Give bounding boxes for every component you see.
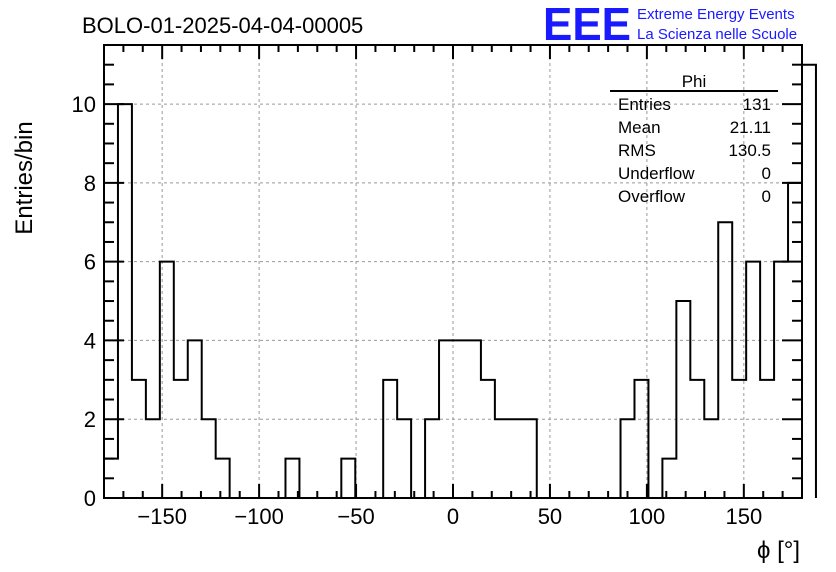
stats-label: Underflow [618,164,695,183]
tick-labels: −150 −100 −50 0 50 100 150 0 2 4 6 8 10 [72,92,763,529]
stats-value: 0 [762,164,771,183]
x-tick-label: −50 [337,504,374,529]
histogram-bin [383,380,397,498]
histogram-bin [760,380,774,498]
y-tick-label: 2 [84,407,96,432]
stats-rows: Entries 131 Mean 21.11 RMS 130.5 Underflow 0 Ove… [618,95,771,206]
stats-label: Overflow [618,187,686,206]
stats-value: 131 [743,95,771,114]
y-tick-label: 6 [84,250,96,275]
stats-label: Entries [618,95,671,114]
grid-lines [104,45,802,498]
histogram-bin [495,419,509,498]
y-tick-label: 10 [72,92,96,117]
histogram-bin [662,459,676,498]
x-tick-label: 100 [629,504,666,529]
histogram-bin [634,380,648,498]
stats-value: 0 [762,187,771,206]
eee-logo: EEE [543,0,631,50]
x-tick-label: 50 [538,504,562,529]
histogram-bin [718,222,732,498]
histogram-bin [746,262,760,498]
histogram-bin [690,380,704,498]
stats-label: RMS [618,141,656,160]
y-axis-label: Entries/bin [11,121,38,234]
histogram-bin [216,459,230,498]
x-tick-label: 0 [447,504,459,529]
y-tick-label: 0 [84,486,96,511]
histogram-bin [774,262,788,498]
histogram-bin [481,380,495,498]
x-tick-label: −100 [234,504,284,529]
stats-box: Phi Entries 131 Mean 21.11 RMS 130.5 Underflow… [610,72,778,206]
x-axis-label: ϕ [°] [757,537,800,564]
histogram-bin [802,65,816,498]
stats-label: Mean [618,118,661,137]
histogram-bin [397,419,411,498]
logo-line-2: La Scienza nelle Scuole [637,26,797,43]
histogram-bin [676,301,690,498]
histogram-bin [174,380,188,498]
x-tick-label: 150 [725,504,762,529]
y-tick-label: 4 [84,328,96,353]
histogram-bin [425,419,439,498]
histogram-bin [146,419,160,498]
logo-line-1: Extreme Energy Events [637,6,795,23]
histogram-bin [118,104,132,498]
histogram-outline [103,63,817,499]
histogram-bin [621,419,635,498]
histogram-bin [509,419,523,498]
histogram-bin [523,419,537,498]
stats-value: 21.11 [730,118,771,137]
y-tick-label: 8 [84,171,96,196]
stats-title: Phi [682,72,707,91]
axes [103,44,816,499]
stats-value: 130.5 [728,141,771,160]
histogram-bin [202,419,216,498]
histogram-bin [132,380,146,498]
histogram-bin [341,459,355,498]
x-tick-label: −150 [137,504,187,529]
chart-title: BOLO-01-2025-04-04-00005 [82,13,363,38]
histogram-bin [732,380,746,498]
histogram-bin [704,419,718,498]
